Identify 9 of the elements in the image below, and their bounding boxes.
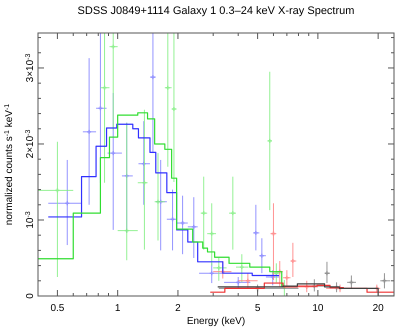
x-tick-label: 20 [372,303,384,314]
x-tick-label: 5 [254,303,261,314]
x-tick-label: 10 [312,303,324,314]
x-tick-label: 2 [175,303,182,314]
y-tick-label: 0 [25,292,36,299]
x-tick-label: 0.5 [50,303,65,314]
chart-title: SDSS J0849+1114 Galaxy 1 0.3–24 keV X-ray Spectrum [78,5,354,17]
x-tick-label: 1 [114,303,121,314]
x-axis-title: Energy (keV) [186,316,246,327]
